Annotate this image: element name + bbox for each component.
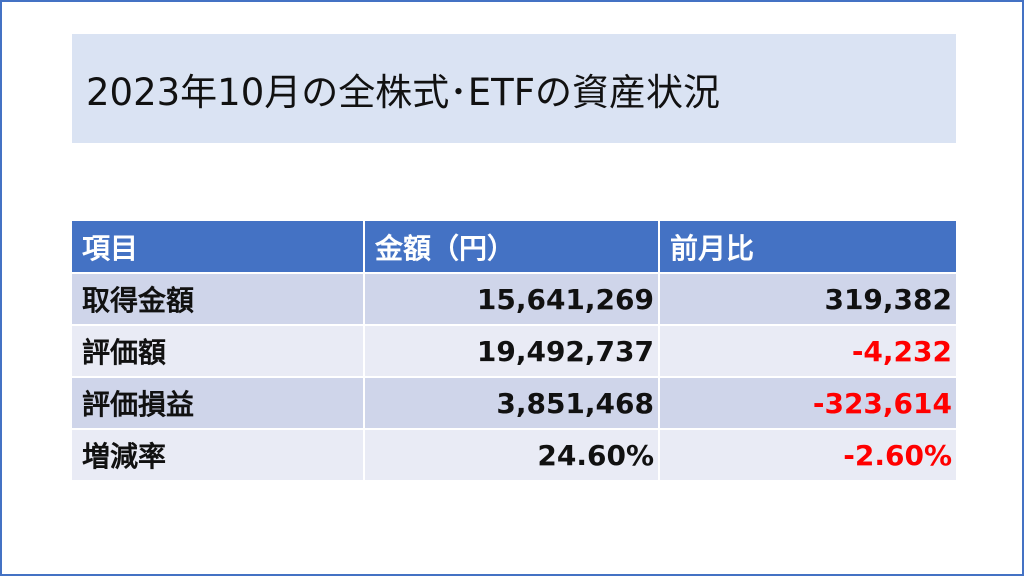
row-label: 評価額 bbox=[72, 326, 365, 378]
row-amount: 19,492,737 bbox=[365, 326, 660, 378]
row-change: 319,382 bbox=[660, 274, 956, 326]
row-label: 取得金額 bbox=[72, 274, 365, 326]
row-change: -4,232 bbox=[660, 326, 956, 378]
table-row: 取得金額 15,641,269 319,382 bbox=[72, 274, 956, 326]
row-change: -323,614 bbox=[660, 378, 956, 430]
title-box: 2023年10月の全株式･ETFの資産状況 bbox=[72, 34, 956, 143]
row-amount: 24.60% bbox=[365, 430, 660, 482]
row-label: 増減率 bbox=[72, 430, 365, 482]
header-item: 項目 bbox=[72, 221, 365, 274]
page-title: 2023年10月の全株式･ETFの資産状況 bbox=[86, 70, 721, 114]
row-amount: 3,851,468 bbox=[365, 378, 660, 430]
header-amount: 金額（円） bbox=[365, 221, 660, 274]
table-row: 評価額 19,492,737 -4,232 bbox=[72, 326, 956, 378]
asset-table: 項目 金額（円） 前月比 取得金額 15,641,269 319,382 評価額… bbox=[72, 221, 956, 482]
row-change: -2.60% bbox=[660, 430, 956, 482]
row-amount: 15,641,269 bbox=[365, 274, 660, 326]
table-row: 評価損益 3,851,468 -323,614 bbox=[72, 378, 956, 430]
table-header-row: 項目 金額（円） 前月比 bbox=[72, 221, 956, 274]
table-row: 増減率 24.60% -2.60% bbox=[72, 430, 956, 482]
row-label: 評価損益 bbox=[72, 378, 365, 430]
header-change: 前月比 bbox=[660, 221, 956, 274]
